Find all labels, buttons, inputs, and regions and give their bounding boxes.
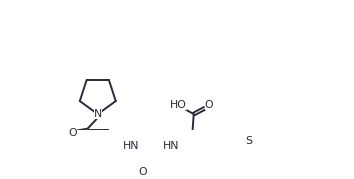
- Text: O: O: [138, 166, 147, 176]
- Text: HO: HO: [170, 100, 187, 110]
- Text: N: N: [94, 109, 102, 119]
- Text: S: S: [245, 136, 252, 146]
- Text: HN: HN: [123, 141, 140, 151]
- Text: HN: HN: [162, 141, 179, 151]
- Text: O: O: [205, 100, 213, 110]
- Text: O: O: [68, 128, 77, 138]
